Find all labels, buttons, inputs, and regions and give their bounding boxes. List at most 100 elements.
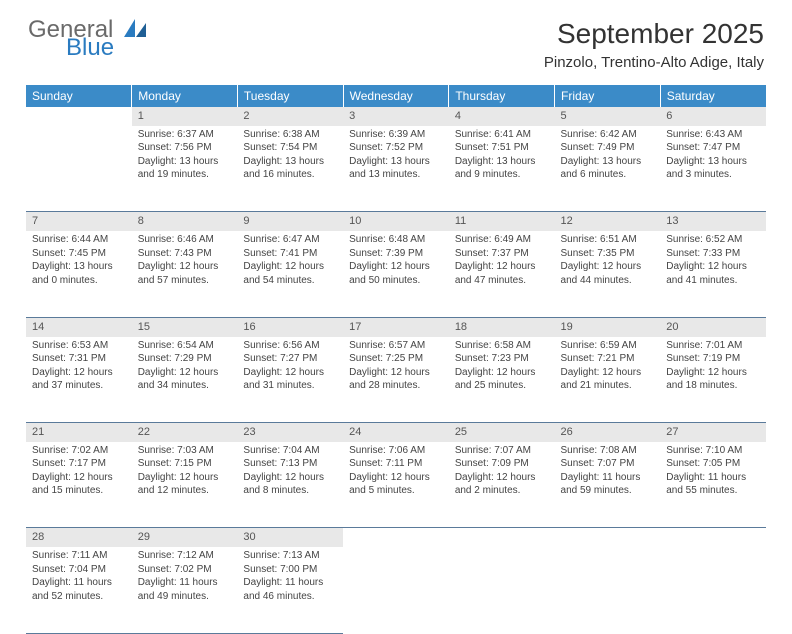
- day-number: 4: [449, 107, 555, 126]
- sunset-text: Sunset: 7:56 PM: [138, 141, 232, 155]
- day-cell: Sunrise: 6:46 AMSunset: 7:43 PMDaylight:…: [132, 231, 238, 317]
- day-cell: [449, 547, 555, 633]
- daylight-text: Daylight: 12 hours: [138, 471, 232, 485]
- daylight-text-2: and 18 minutes.: [666, 379, 760, 393]
- daylight-text: Daylight: 13 hours: [243, 155, 337, 169]
- daylight-text: Daylight: 12 hours: [349, 260, 443, 274]
- day-cell: Sunrise: 7:06 AMSunset: 7:11 PMDaylight:…: [343, 442, 449, 528]
- daylight-text: Daylight: 13 hours: [138, 155, 232, 169]
- sunrise-text: Sunrise: 7:06 AM: [349, 444, 443, 458]
- day-number-row: 123456: [26, 107, 766, 126]
- sunset-text: Sunset: 7:33 PM: [666, 247, 760, 261]
- sunset-text: Sunset: 7:51 PM: [455, 141, 549, 155]
- week-row: Sunrise: 7:11 AMSunset: 7:04 PMDaylight:…: [26, 547, 766, 633]
- sunrise-text: Sunrise: 7:02 AM: [32, 444, 126, 458]
- daylight-text-2: and 57 minutes.: [138, 274, 232, 288]
- daylight-text-2: and 37 minutes.: [32, 379, 126, 393]
- day-number: 23: [237, 423, 343, 442]
- day-number: 16: [237, 317, 343, 336]
- sunrise-text: Sunrise: 7:12 AM: [138, 549, 232, 563]
- day-cell: Sunrise: 6:51 AMSunset: 7:35 PMDaylight:…: [555, 231, 661, 317]
- sunrise-text: Sunrise: 7:01 AM: [666, 339, 760, 353]
- sunrise-text: Sunrise: 6:52 AM: [666, 233, 760, 247]
- day-cell: Sunrise: 6:57 AMSunset: 7:25 PMDaylight:…: [343, 337, 449, 423]
- daylight-text-2: and 13 minutes.: [349, 168, 443, 182]
- day-cell: Sunrise: 6:53 AMSunset: 7:31 PMDaylight:…: [26, 337, 132, 423]
- sunset-text: Sunset: 7:52 PM: [349, 141, 443, 155]
- daylight-text-2: and 6 minutes.: [561, 168, 655, 182]
- sunrise-text: Sunrise: 6:57 AM: [349, 339, 443, 353]
- day-number-row: 21222324252627: [26, 423, 766, 442]
- weekday-header: Saturday: [660, 85, 766, 107]
- day-number: 30: [237, 528, 343, 547]
- daylight-text: Daylight: 12 hours: [455, 260, 549, 274]
- daylight-text: Daylight: 13 hours: [349, 155, 443, 169]
- sunrise-text: Sunrise: 6:47 AM: [243, 233, 337, 247]
- day-cell: Sunrise: 7:08 AMSunset: 7:07 PMDaylight:…: [555, 442, 661, 528]
- sunset-text: Sunset: 7:13 PM: [243, 457, 337, 471]
- daylight-text-2: and 28 minutes.: [349, 379, 443, 393]
- day-number: 27: [660, 423, 766, 442]
- sunrise-text: Sunrise: 7:07 AM: [455, 444, 549, 458]
- daylight-text: Daylight: 12 hours: [243, 366, 337, 380]
- weekday-header: Sunday: [26, 85, 132, 107]
- sunrise-text: Sunrise: 7:11 AM: [32, 549, 126, 563]
- day-cell: Sunrise: 6:42 AMSunset: 7:49 PMDaylight:…: [555, 126, 661, 212]
- day-cell: [343, 547, 449, 633]
- sunset-text: Sunset: 7:09 PM: [455, 457, 549, 471]
- daylight-text: Daylight: 12 hours: [243, 471, 337, 485]
- sunset-text: Sunset: 7:00 PM: [243, 563, 337, 577]
- daylight-text: Daylight: 12 hours: [349, 366, 443, 380]
- sunrise-text: Sunrise: 6:59 AM: [561, 339, 655, 353]
- sunset-text: Sunset: 7:31 PM: [32, 352, 126, 366]
- sunset-text: Sunset: 7:17 PM: [32, 457, 126, 471]
- sunset-text: Sunset: 7:41 PM: [243, 247, 337, 261]
- sunset-text: Sunset: 7:25 PM: [349, 352, 443, 366]
- daylight-text: Daylight: 12 hours: [243, 260, 337, 274]
- sunrise-text: Sunrise: 6:43 AM: [666, 128, 760, 142]
- sunset-text: Sunset: 7:29 PM: [138, 352, 232, 366]
- daylight-text: Daylight: 11 hours: [561, 471, 655, 485]
- weekday-header: Thursday: [449, 85, 555, 107]
- daylight-text-2: and 46 minutes.: [243, 590, 337, 604]
- sunrise-text: Sunrise: 6:46 AM: [138, 233, 232, 247]
- day-number: 14: [26, 317, 132, 336]
- daylight-text-2: and 25 minutes.: [455, 379, 549, 393]
- day-cell: Sunrise: 7:04 AMSunset: 7:13 PMDaylight:…: [237, 442, 343, 528]
- sunrise-text: Sunrise: 6:37 AM: [138, 128, 232, 142]
- day-cell: Sunrise: 7:12 AMSunset: 7:02 PMDaylight:…: [132, 547, 238, 633]
- sunset-text: Sunset: 7:05 PM: [666, 457, 760, 471]
- daylight-text: Daylight: 12 hours: [455, 471, 549, 485]
- day-number: 15: [132, 317, 238, 336]
- sunset-text: Sunset: 7:37 PM: [455, 247, 549, 261]
- day-number: 18: [449, 317, 555, 336]
- calendar-table: SundayMondayTuesdayWednesdayThursdayFrid…: [26, 85, 766, 634]
- daylight-text: Daylight: 11 hours: [138, 576, 232, 590]
- sunrise-text: Sunrise: 7:10 AM: [666, 444, 760, 458]
- sunset-text: Sunset: 7:39 PM: [349, 247, 443, 261]
- day-cell: Sunrise: 7:13 AMSunset: 7:00 PMDaylight:…: [237, 547, 343, 633]
- week-row: Sunrise: 7:02 AMSunset: 7:17 PM Daylight:…: [26, 442, 766, 528]
- day-number: [660, 528, 766, 547]
- daylight-text: Daylight: 11 hours: [243, 576, 337, 590]
- weekday-header-row: SundayMondayTuesdayWednesdayThursdayFrid…: [26, 85, 766, 107]
- day-number-row: 78910111213: [26, 212, 766, 231]
- day-number: 10: [343, 212, 449, 231]
- day-number: 8: [132, 212, 238, 231]
- daylight-text: Daylight: 11 hours: [32, 576, 126, 590]
- day-cell: Sunrise: 6:41 AMSunset: 7:51 PMDaylight:…: [449, 126, 555, 212]
- sunset-text: Sunset: 7:02 PM: [138, 563, 232, 577]
- sunrise-text: Sunrise: 6:54 AM: [138, 339, 232, 353]
- daylight-text: Daylight: 13 hours: [561, 155, 655, 169]
- daylight-text: Daylight: 13 hours: [32, 260, 126, 274]
- sunrise-text: Sunrise: 6:41 AM: [455, 128, 549, 142]
- sunrise-text: Sunrise: 6:56 AM: [243, 339, 337, 353]
- daylight-text: Daylight: 12 hours: [32, 366, 126, 380]
- sunset-text: Sunset: 7:04 PM: [32, 563, 126, 577]
- day-number: [449, 528, 555, 547]
- sunrise-text: Sunrise: 7:04 AM: [243, 444, 337, 458]
- sunset-text: Sunset: 7:27 PM: [243, 352, 337, 366]
- day-number: [555, 528, 661, 547]
- daylight-text-2: and 54 minutes.: [243, 274, 337, 288]
- day-cell: Sunrise: 7:07 AMSunset: 7:09 PMDaylight:…: [449, 442, 555, 528]
